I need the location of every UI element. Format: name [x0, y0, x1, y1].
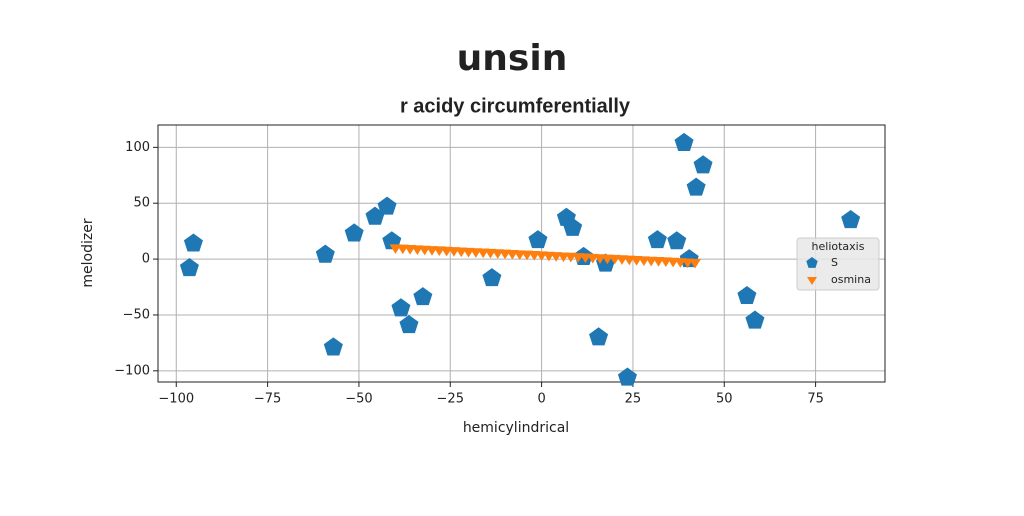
x-tick-label: 25 [625, 392, 642, 407]
point [377, 196, 397, 215]
x-tick-label: −25 [437, 392, 464, 407]
point [841, 209, 861, 229]
point [689, 258, 702, 269]
point [391, 298, 411, 317]
y-axis-label: melodizer [80, 218, 96, 287]
x-tick-label: 0 [537, 392, 545, 407]
point [179, 258, 199, 277]
point [686, 177, 706, 196]
point [344, 223, 364, 242]
x-tick-label: −100 [158, 392, 194, 407]
legend-box [796, 237, 880, 291]
point [482, 268, 502, 287]
point [589, 327, 609, 346]
point [737, 285, 757, 305]
point [647, 230, 667, 249]
point [674, 132, 694, 151]
y-tick-label: −100 [114, 363, 150, 378]
legend-marker [806, 257, 818, 268]
legend-marker [807, 277, 817, 285]
x-tick-label: −75 [254, 392, 281, 407]
legend-title: heliotaxis [812, 240, 865, 253]
point [323, 337, 343, 356]
y-tick-label: 100 [125, 140, 150, 155]
point [399, 315, 419, 334]
y-tick-label: 50 [133, 196, 150, 211]
point [693, 155, 713, 174]
chart-title: unsin [457, 38, 568, 79]
point [745, 310, 765, 329]
point [183, 233, 203, 252]
y-tick-label: 0 [142, 252, 150, 267]
x-axis-label: hemicylindrical [463, 420, 569, 436]
point [413, 287, 433, 306]
plot-frame [157, 124, 886, 383]
point [528, 230, 548, 249]
point [617, 367, 637, 386]
point [315, 244, 335, 263]
chart-subtitle: r acidy circumferentially [400, 95, 631, 117]
point [667, 231, 687, 250]
y-tick-label: −50 [123, 307, 150, 322]
point [365, 206, 385, 225]
x-tick-label: −50 [345, 392, 372, 407]
point [563, 217, 583, 236]
x-tick-label: 50 [716, 392, 733, 407]
x-tick-label: 75 [807, 392, 824, 407]
legend-label: S [831, 256, 838, 269]
legend-label: osmina [831, 273, 871, 286]
